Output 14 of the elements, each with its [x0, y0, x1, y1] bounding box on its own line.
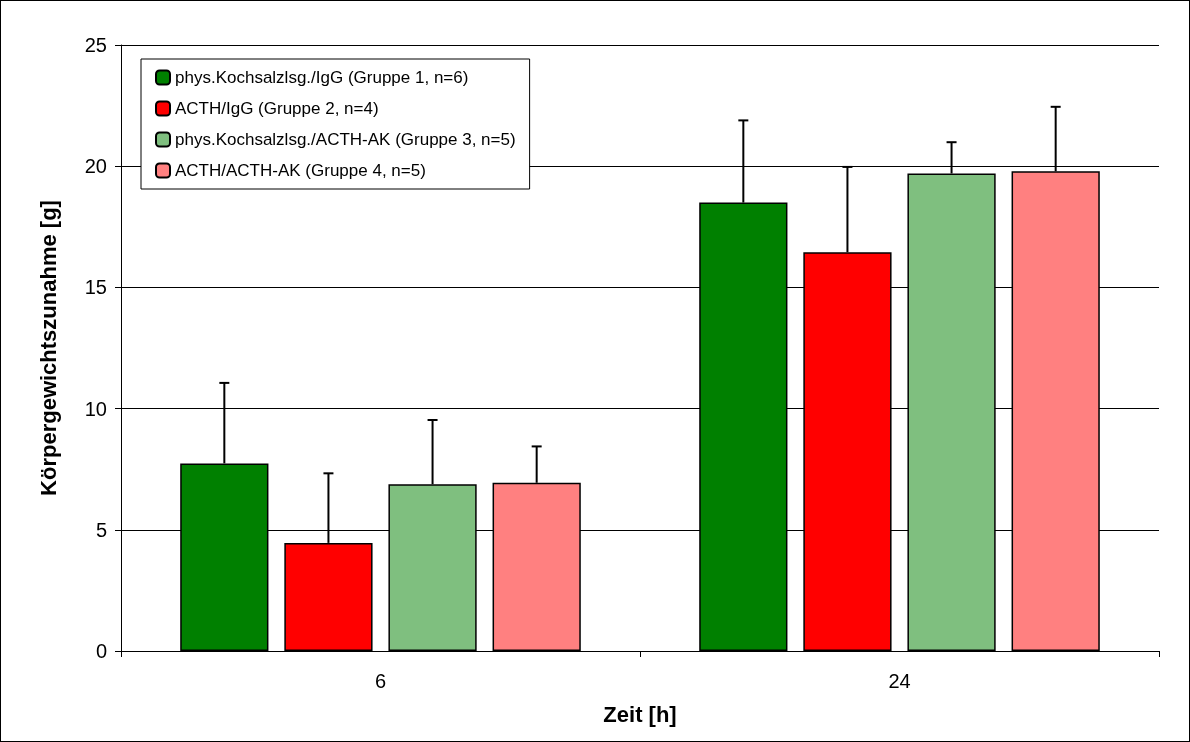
- legend-label: ACTH/ACTH-AK (Gruppe 4, n=5): [175, 161, 426, 180]
- x-tick-label: 24: [888, 670, 911, 692]
- x-tick-label: 6: [374, 670, 387, 692]
- y-tick-label: 0: [95, 640, 107, 662]
- y-tick-label: 15: [84, 276, 107, 299]
- y-tick-label: 25: [84, 34, 107, 56]
- y-axis-title: Körpergewichtszunahme [g]: [35, 200, 61, 496]
- legend-label: ACTH/IgG (Gruppe 2, n=4): [175, 99, 379, 118]
- legend-label: phys.Kochsalzlsg./ACTH-AK (Gruppe 3, n=5): [175, 130, 516, 149]
- x-axis-title: Zeit [h]: [603, 701, 677, 727]
- legend-label: phys.Kochsalzlsg./IgG (Gruppe 1, n=6): [175, 68, 469, 87]
- y-tick-label: 5: [95, 518, 107, 541]
- y-tick-label: 20: [84, 155, 107, 178]
- y-tick-label: 10: [84, 397, 107, 420]
